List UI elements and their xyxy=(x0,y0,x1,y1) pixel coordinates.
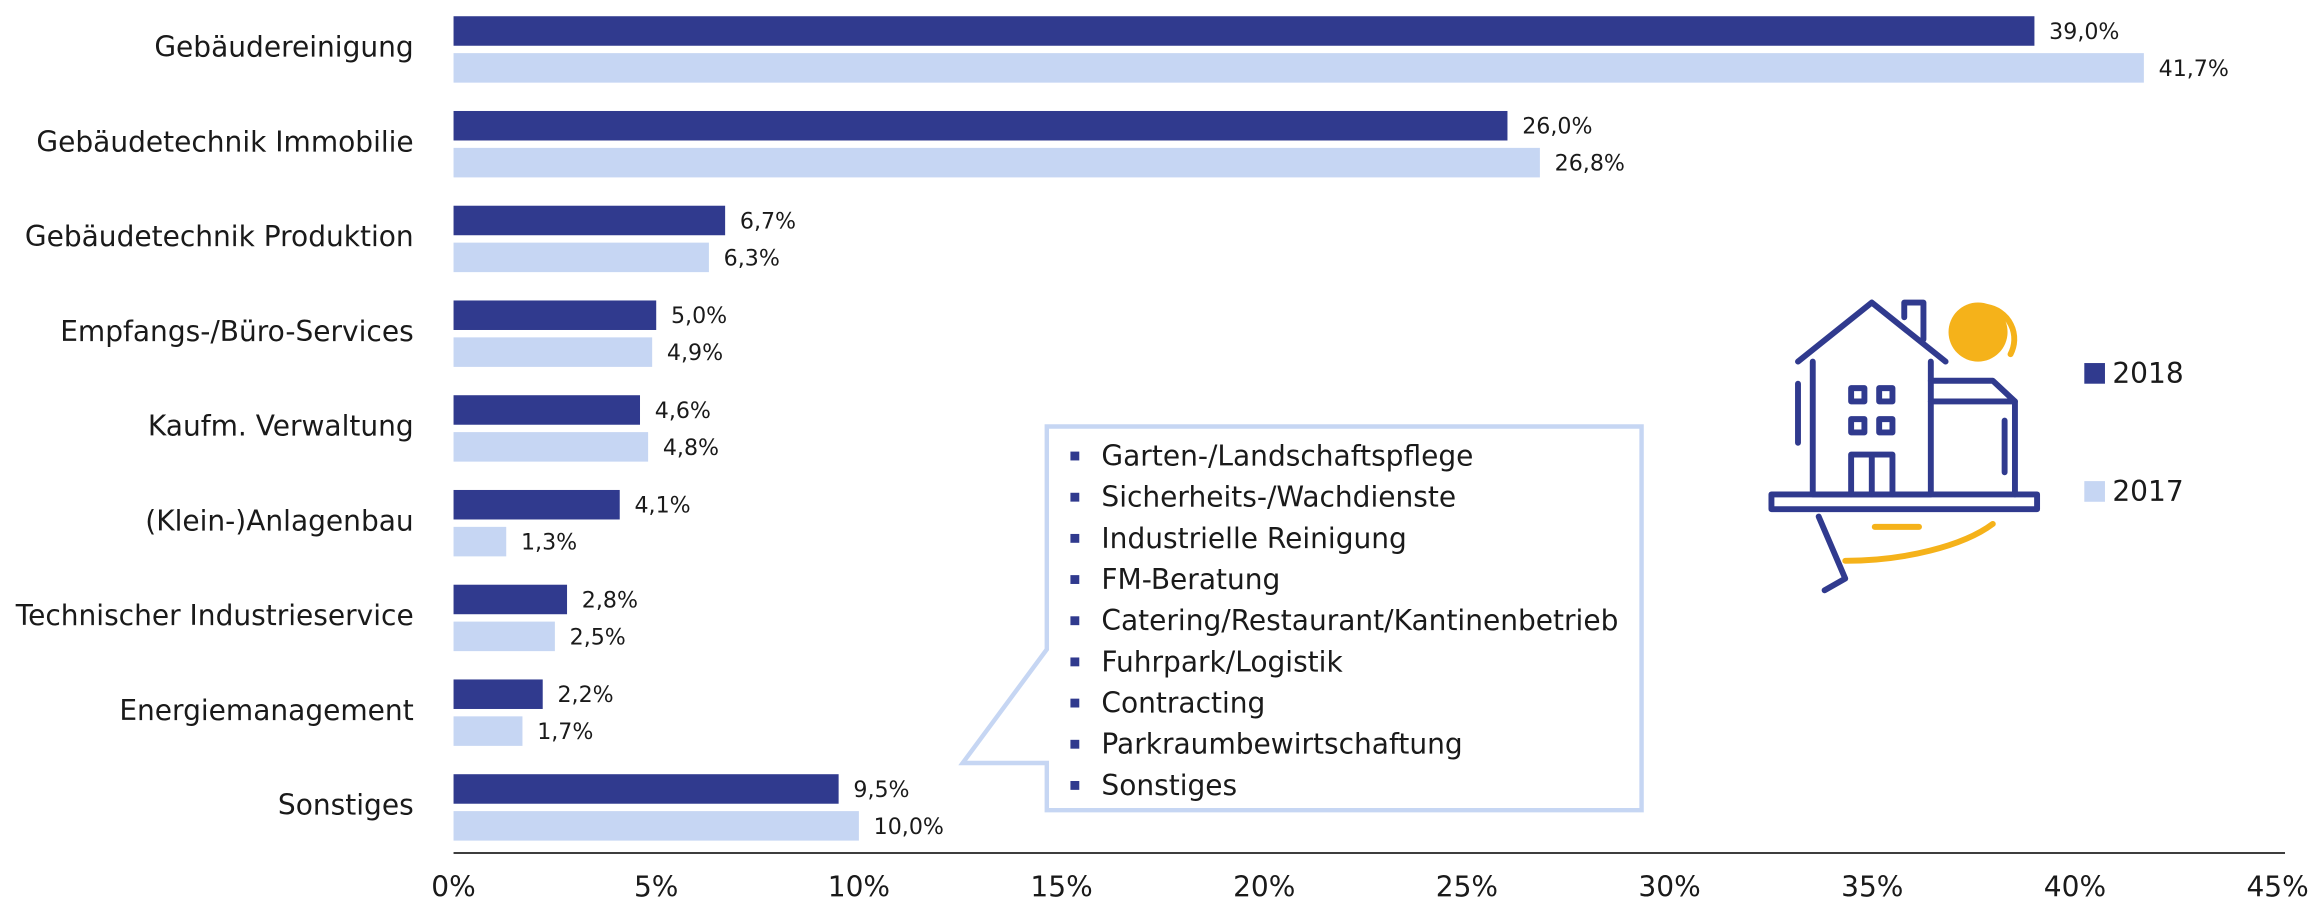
bar xyxy=(454,622,555,652)
house-icon xyxy=(1771,303,2037,591)
x-tick-label: 20% xyxy=(1233,870,1295,903)
callout-item: Industrielle Reinigung xyxy=(1101,522,1406,555)
bar xyxy=(454,206,726,236)
callout-item: Garten-/Landschaftspflege xyxy=(1101,440,1473,473)
category-label: Kaufm. Verwaltung xyxy=(148,410,414,443)
category-label: (Klein-)Anlagenbau xyxy=(145,504,413,537)
bar xyxy=(454,432,649,462)
value-label: 6,7% xyxy=(740,208,796,234)
callout-item: Sonstiges xyxy=(1101,769,1237,802)
x-tick-label: 35% xyxy=(1841,870,1903,903)
bar xyxy=(454,395,640,425)
bar xyxy=(454,111,1508,141)
callout-item: Sicherheits-/Wachdienste xyxy=(1101,481,1456,514)
value-label: 26,0% xyxy=(1522,114,1592,140)
legend-swatch xyxy=(2084,363,2105,384)
bar xyxy=(454,300,657,330)
chart: 0% 5% 10% 15% 20% 25% 30% 35% 40% 45% Gebäudereini… xyxy=(0,0,2315,915)
bar xyxy=(454,53,2144,83)
value-label: 2,5% xyxy=(570,624,626,650)
legend-label: 2017 xyxy=(2112,475,2183,508)
bar xyxy=(454,585,567,615)
value-label: 2,2% xyxy=(557,682,613,708)
value-label: 10,0% xyxy=(874,814,944,840)
callout-item: Parkraumbewirtschaftung xyxy=(1101,728,1462,761)
bullet xyxy=(1070,740,1079,749)
x-tick-label: 40% xyxy=(2044,870,2106,903)
bar xyxy=(454,148,1540,178)
category-label: Sonstiges xyxy=(278,789,414,822)
callout-item: Catering/Restaurant/Kantinenbetrieb xyxy=(1101,604,1618,637)
bullet xyxy=(1070,575,1079,584)
callout-item: FM-Beratung xyxy=(1101,563,1280,596)
bar xyxy=(454,811,859,841)
x-tick-label: 25% xyxy=(1436,870,1498,903)
category-label: Technischer Industrieservice xyxy=(15,599,414,632)
callout-item: Fuhrpark/Logistik xyxy=(1101,645,1343,678)
value-label: 26,8% xyxy=(1555,151,1625,177)
bullet xyxy=(1070,699,1079,708)
value-label: 2,8% xyxy=(582,587,638,613)
legend-swatch xyxy=(2084,481,2105,502)
category-label: Empfangs-/Büro-Services xyxy=(60,315,413,348)
bar xyxy=(454,527,507,557)
x-tick-label: 0% xyxy=(431,870,475,903)
value-label: 6,3% xyxy=(724,245,780,271)
bar xyxy=(454,716,523,746)
value-label: 4,1% xyxy=(634,493,690,519)
bar xyxy=(454,16,2035,46)
page: {"chart_data": {"type": "bar", "categori… xyxy=(0,0,2315,915)
value-label: 4,9% xyxy=(667,340,723,366)
bullet xyxy=(1070,493,1079,502)
legend-label: 2018 xyxy=(2112,357,2183,390)
x-tick-label: 45% xyxy=(2246,870,2308,903)
bar xyxy=(454,774,839,804)
value-label: 5,0% xyxy=(671,303,727,329)
bar xyxy=(454,490,620,520)
bar xyxy=(454,243,709,273)
value-label: 9,5% xyxy=(853,777,909,803)
bullet xyxy=(1070,452,1079,461)
value-label: 4,8% xyxy=(663,435,719,461)
callout-item: Contracting xyxy=(1101,687,1265,720)
value-label: 1,7% xyxy=(537,719,593,745)
x-tick-label: 5% xyxy=(634,870,678,903)
bullet xyxy=(1070,616,1079,625)
bar xyxy=(454,679,543,709)
bullet xyxy=(1070,657,1079,666)
category-label: Gebäudetechnik Immobilie xyxy=(36,125,413,158)
bullet xyxy=(1070,781,1079,790)
x-tick-label: 30% xyxy=(1638,870,1700,903)
bullet xyxy=(1070,534,1079,543)
x-tick-label: 10% xyxy=(828,870,890,903)
x-tick-label: 15% xyxy=(1030,870,1092,903)
value-label: 41,7% xyxy=(2159,56,2229,82)
value-label: 39,0% xyxy=(2049,19,2119,45)
category-label: Gebäudetechnik Produktion xyxy=(25,220,414,253)
category-label: Gebäudereinigung xyxy=(154,31,413,64)
bar xyxy=(454,337,653,367)
value-label: 1,3% xyxy=(521,530,577,556)
category-label: Energiemanagement xyxy=(119,694,413,727)
value-label: 4,6% xyxy=(655,398,711,424)
